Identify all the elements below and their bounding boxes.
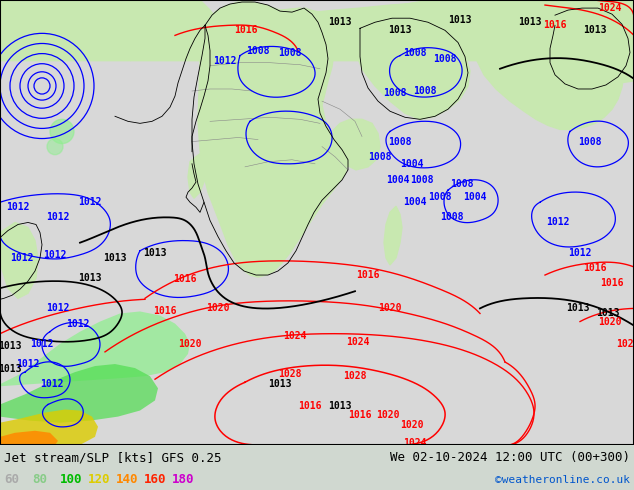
Text: 1013: 1013 bbox=[388, 25, 411, 35]
Text: 1008: 1008 bbox=[578, 137, 602, 147]
Text: 1020: 1020 bbox=[378, 303, 402, 314]
Text: 1013: 1013 bbox=[328, 17, 352, 27]
Polygon shape bbox=[0, 222, 38, 298]
Text: 1013: 1013 bbox=[0, 341, 22, 351]
Text: 1016: 1016 bbox=[600, 278, 624, 288]
Text: 1016: 1016 bbox=[543, 20, 567, 30]
Polygon shape bbox=[355, 16, 470, 120]
Text: 1028: 1028 bbox=[278, 369, 302, 379]
Text: 1012: 1012 bbox=[6, 202, 30, 212]
Text: 1013: 1013 bbox=[103, 253, 127, 263]
Polygon shape bbox=[198, 2, 348, 277]
Text: 1016: 1016 bbox=[298, 401, 321, 412]
Text: Jet stream/SLP [kts] GFS 0.25: Jet stream/SLP [kts] GFS 0.25 bbox=[4, 451, 221, 465]
Text: 1013: 1013 bbox=[448, 15, 472, 25]
Text: 1020: 1020 bbox=[178, 339, 202, 349]
Text: 1008: 1008 bbox=[246, 46, 269, 55]
Circle shape bbox=[47, 139, 63, 155]
Polygon shape bbox=[188, 154, 206, 198]
Text: We 02-10-2024 12:00 UTC (00+300): We 02-10-2024 12:00 UTC (00+300) bbox=[390, 451, 630, 465]
Polygon shape bbox=[330, 120, 380, 170]
Text: 1012: 1012 bbox=[43, 250, 67, 260]
Text: 1004: 1004 bbox=[400, 159, 424, 169]
Text: 1013: 1013 bbox=[596, 309, 620, 318]
Text: 1012: 1012 bbox=[213, 56, 236, 66]
Text: 1024: 1024 bbox=[403, 438, 427, 448]
Text: 1020: 1020 bbox=[206, 303, 230, 314]
Polygon shape bbox=[0, 410, 98, 445]
Text: 1008: 1008 bbox=[383, 88, 407, 98]
Polygon shape bbox=[0, 312, 190, 386]
Text: 1008: 1008 bbox=[403, 48, 427, 58]
Text: 1012: 1012 bbox=[40, 379, 64, 389]
Text: 1016: 1016 bbox=[173, 274, 197, 284]
Text: 1008: 1008 bbox=[450, 179, 474, 189]
Text: 160: 160 bbox=[144, 473, 167, 487]
Text: 180: 180 bbox=[172, 473, 195, 487]
Text: 1016: 1016 bbox=[234, 25, 258, 35]
Text: 1013: 1013 bbox=[268, 379, 292, 389]
Text: 1012: 1012 bbox=[547, 218, 570, 227]
Text: 1012: 1012 bbox=[46, 212, 70, 222]
Polygon shape bbox=[384, 206, 402, 265]
Text: 1012: 1012 bbox=[30, 339, 54, 349]
Text: 1024: 1024 bbox=[346, 337, 370, 347]
Text: 1013: 1013 bbox=[78, 273, 101, 283]
Text: 1004: 1004 bbox=[386, 175, 410, 185]
Text: 1024: 1024 bbox=[598, 3, 622, 13]
Polygon shape bbox=[0, 364, 158, 423]
Text: 1004: 1004 bbox=[463, 192, 487, 202]
Text: 1008: 1008 bbox=[278, 48, 302, 58]
Text: 1008: 1008 bbox=[440, 212, 463, 222]
Text: 1008: 1008 bbox=[433, 53, 456, 64]
Text: 1012: 1012 bbox=[66, 318, 90, 329]
Text: 1012: 1012 bbox=[568, 248, 592, 258]
Text: 1012: 1012 bbox=[78, 197, 101, 207]
Text: 80: 80 bbox=[32, 473, 47, 487]
Text: 1024: 1024 bbox=[283, 331, 307, 341]
Polygon shape bbox=[594, 0, 634, 83]
Text: 1020: 1020 bbox=[376, 410, 400, 419]
Text: 1008: 1008 bbox=[368, 152, 392, 162]
Text: 1016: 1016 bbox=[583, 263, 607, 273]
Text: 60: 60 bbox=[4, 473, 19, 487]
Text: 1013: 1013 bbox=[566, 303, 590, 314]
Text: 1020: 1020 bbox=[598, 317, 622, 326]
Text: 1016: 1016 bbox=[153, 306, 177, 317]
Text: 120: 120 bbox=[88, 473, 110, 487]
Text: 1013: 1013 bbox=[583, 25, 607, 35]
Text: 1016: 1016 bbox=[348, 410, 372, 419]
Text: 1012: 1012 bbox=[10, 253, 34, 263]
Text: 1012: 1012 bbox=[16, 359, 40, 369]
Text: 100: 100 bbox=[60, 473, 82, 487]
Text: 1008: 1008 bbox=[413, 86, 437, 96]
Text: 1020: 1020 bbox=[400, 420, 424, 430]
Polygon shape bbox=[0, 0, 634, 61]
Text: 1013: 1013 bbox=[518, 17, 541, 27]
Text: 1004: 1004 bbox=[403, 197, 427, 207]
Polygon shape bbox=[476, 16, 624, 129]
Polygon shape bbox=[130, 2, 634, 61]
Text: 1012: 1012 bbox=[46, 303, 70, 314]
Text: 1013: 1013 bbox=[0, 364, 22, 374]
Text: 1020: 1020 bbox=[616, 339, 634, 349]
Text: 1008: 1008 bbox=[428, 192, 452, 202]
Text: ©weatheronline.co.uk: ©weatheronline.co.uk bbox=[495, 475, 630, 485]
Text: 1016: 1016 bbox=[356, 270, 380, 280]
Text: 1013: 1013 bbox=[143, 248, 167, 258]
Polygon shape bbox=[0, 431, 58, 445]
Text: 1008: 1008 bbox=[410, 175, 434, 185]
Text: 140: 140 bbox=[116, 473, 138, 487]
Text: 1028: 1028 bbox=[343, 371, 366, 381]
Circle shape bbox=[50, 120, 74, 144]
Text: 1008: 1008 bbox=[388, 137, 411, 147]
Text: 1013: 1013 bbox=[328, 401, 352, 412]
